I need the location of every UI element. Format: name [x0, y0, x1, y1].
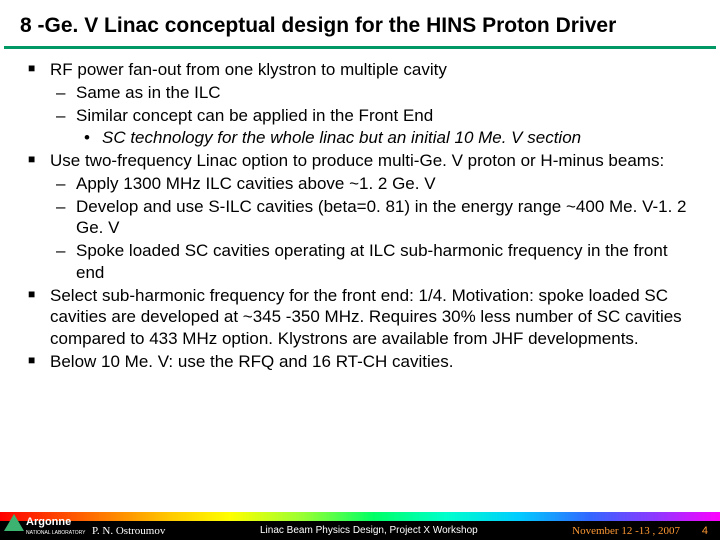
logo-subtext: NATIONAL LABORATORY [26, 530, 85, 536]
logo-text: Argonne [26, 516, 71, 528]
page-number: 4 [702, 525, 708, 537]
footer-date: November 12 -13 , 2007 [572, 525, 680, 537]
gradient-bar [0, 512, 720, 521]
footer-bar: P. N. Ostroumov Linac Beam Physics Desig… [0, 521, 720, 540]
bullet-l2: Apply 1300 MHz ILC cavities above ~1. 2 … [24, 173, 696, 195]
logo-triangle-icon [4, 514, 24, 531]
bullet-l1: Select sub-harmonic frequency for the fr… [24, 285, 696, 350]
slide-title: 8 -Ge. V Linac conceptual design for the… [0, 0, 720, 46]
bullet-l1: Use two-frequency Linac option to produc… [24, 150, 696, 172]
slide-footer: P. N. Ostroumov Linac Beam Physics Desig… [0, 512, 720, 540]
bullet-l2: Same as in the ILC [24, 82, 696, 104]
slide-content: RF power fan-out from one klystron to mu… [0, 59, 720, 373]
bullet-l2: Similar concept can be applied in the Fr… [24, 105, 696, 127]
footer-author: P. N. Ostroumov [92, 525, 165, 537]
footer-title: Linac Beam Physics Design, Project X Wor… [260, 525, 478, 536]
bullet-l2: Develop and use S-ILC cavities (beta=0. … [24, 196, 696, 240]
bullet-l2: Spoke loaded SC cavities operating at IL… [24, 240, 696, 284]
bullet-l1: RF power fan-out from one klystron to mu… [24, 59, 696, 81]
bullet-l3: SC technology for the whole linac but an… [24, 127, 696, 149]
argonne-logo: Argonne NATIONAL LABORATORY [4, 510, 86, 538]
bullet-l1: Below 10 Me. V: use the RFQ and 16 RT-CH… [24, 351, 696, 373]
title-underline [4, 46, 716, 49]
